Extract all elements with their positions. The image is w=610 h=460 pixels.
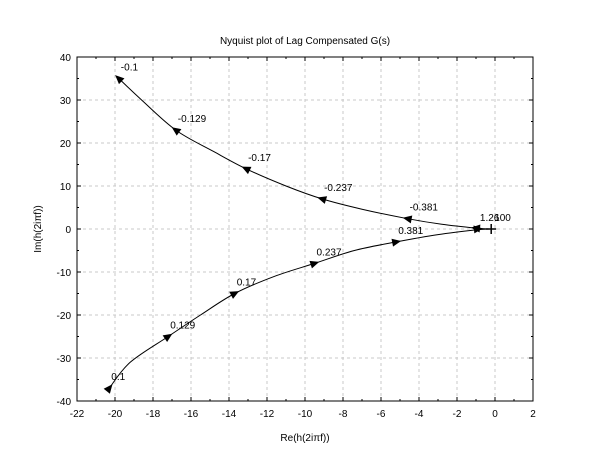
y-tick-label: 10	[60, 182, 72, 193]
frequency-label: 0.381	[398, 226, 423, 237]
x-tick-label: -20	[108, 409, 123, 420]
frequency-label: -0.17	[248, 153, 271, 164]
direction-arrow	[229, 291, 240, 299]
direction-arrow	[402, 215, 413, 224]
grid-layer	[77, 57, 533, 401]
x-tick-label: -12	[260, 409, 275, 420]
frequency-label: 1.26	[480, 213, 500, 224]
frequency-label: -0.129	[178, 114, 207, 125]
direction-arrow	[391, 238, 402, 247]
direction-arrow	[103, 384, 113, 394]
direction-arrow	[309, 260, 320, 269]
x-tick-label: -4	[415, 409, 424, 420]
y-tick-label: 0	[65, 225, 71, 236]
tick-layer: -22 -20 -18 -16 -14 -12 -10 -8 -6 -4 -2 0 2403020100…	[57, 53, 537, 420]
direction-arrow	[473, 225, 483, 234]
frequency-label: 0.17	[237, 278, 257, 289]
y-axis-title: Im(h(2iπf))	[33, 205, 44, 252]
y-tick-label: -30	[57, 354, 72, 365]
frequency-label: -0.1	[121, 63, 139, 74]
y-tick-label: -40	[57, 397, 72, 408]
frequency-label: 0.129	[170, 321, 195, 332]
y-tick-label: 20	[60, 139, 72, 150]
y-tick-label: 40	[60, 53, 72, 64]
x-tick-label: -6	[377, 409, 386, 420]
direction-arrow	[171, 127, 182, 136]
direction-arrow	[115, 75, 125, 85]
direction-arrow	[162, 333, 173, 343]
y-tick-label: -20	[57, 311, 72, 322]
direction-arrow	[241, 166, 252, 175]
x-tick-label: -14	[222, 409, 237, 420]
x-tick-label: -16	[184, 409, 199, 420]
chart-title: Nyquist plot of Lag Compensated G(s)	[220, 36, 390, 47]
x-tick-label: -2	[453, 409, 462, 420]
direction-arrow	[317, 196, 328, 204]
x-tick-label: -10	[298, 409, 313, 420]
y-tick-label: -10	[57, 268, 72, 279]
frequency-label: 0.237	[317, 247, 342, 258]
series-line	[108, 228, 490, 389]
frequency-label: -0.237	[324, 183, 353, 194]
x-tick-label: 0	[492, 409, 498, 420]
endpoint-label: 100	[494, 213, 511, 224]
y-tick-label: 30	[60, 96, 72, 107]
x-tick-label: -18	[146, 409, 161, 420]
x-tick-label: -8	[339, 409, 348, 420]
label-layer: -0.1 -0.129 -0.17 -0.237 -0.381 0.1 0.129 0.17 0…	[111, 63, 511, 384]
x-tick-label: 2	[530, 409, 536, 420]
series-layer	[103, 75, 497, 394]
x-tick-label: -22	[70, 409, 85, 420]
x-axis-title: Re(h(2iπf))	[280, 433, 329, 444]
frequency-label: 0.1	[111, 372, 125, 383]
frequency-label: -0.381	[410, 203, 439, 214]
